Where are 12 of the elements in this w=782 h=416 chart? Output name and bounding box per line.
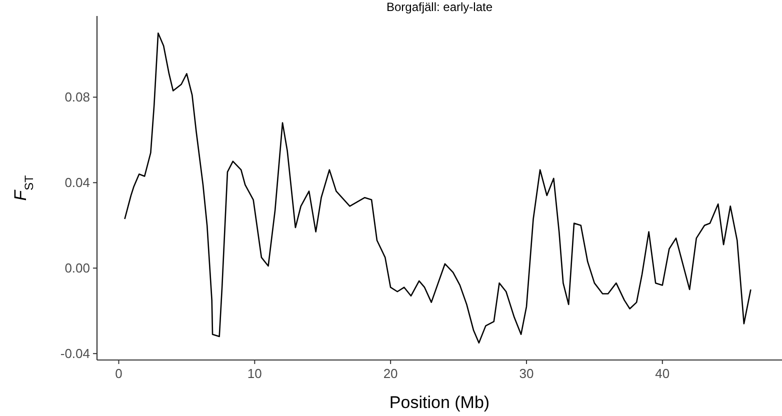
x-tick-label: 40 bbox=[655, 366, 670, 381]
y-tick-label: 0.08 bbox=[64, 90, 90, 105]
x-axis-title: Position (Mb) bbox=[389, 393, 490, 412]
x-tick-label: 20 bbox=[383, 366, 398, 381]
x-tick-label: 10 bbox=[247, 366, 262, 381]
y-tick-label: 0.04 bbox=[64, 175, 90, 190]
x-tick-label: 0 bbox=[115, 366, 122, 381]
x-tick-label: 30 bbox=[519, 366, 534, 381]
y-tick-label: 0.00 bbox=[64, 260, 90, 276]
chart-title: Borgafjäll: early-late bbox=[386, 0, 493, 14]
y-tick-label: -0.04 bbox=[60, 346, 90, 362]
line-series bbox=[124, 32, 752, 344]
